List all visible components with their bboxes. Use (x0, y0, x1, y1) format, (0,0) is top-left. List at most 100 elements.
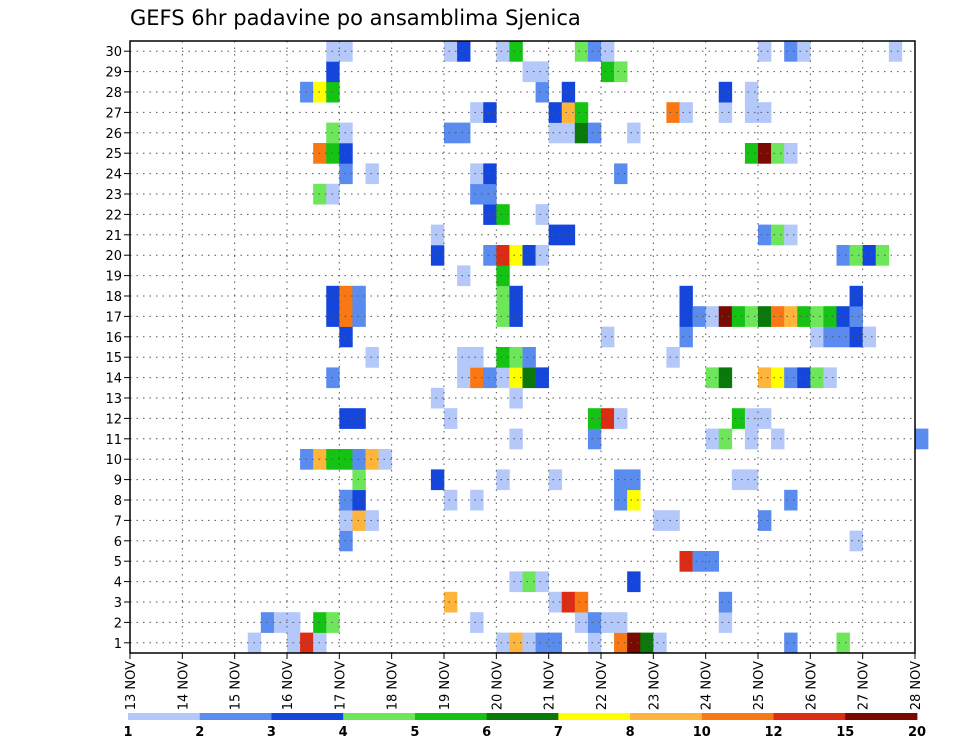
y-tick-label: 23 (105, 188, 122, 203)
x-tick-label: 15 NOV (229, 661, 244, 710)
heatmap-cell (457, 122, 471, 144)
x-tick-label: 16 NOV (281, 661, 296, 710)
y-tick-label: 1 (114, 637, 122, 652)
colorbar-segment (199, 713, 272, 720)
heatmap-cell (352, 285, 366, 307)
heatmap-cell (758, 102, 772, 123)
heatmap-cell (784, 632, 798, 654)
heatmap-cell (561, 122, 576, 144)
colorbar-segment (486, 713, 559, 720)
heatmap-cell (352, 510, 366, 531)
x-tick-label: 20 NOV (490, 661, 505, 710)
heatmap-cell (378, 449, 392, 470)
heatmap-cell (522, 61, 536, 83)
colorbar-segment (128, 713, 201, 720)
heatmap-cell (587, 41, 602, 62)
heatmap-cell (457, 41, 471, 62)
heatmap-cell (862, 245, 877, 266)
heatmap-cell (444, 489, 458, 511)
heatmap-cell (522, 632, 536, 654)
heatmap-cell (339, 163, 353, 185)
heatmap-cell (496, 265, 510, 287)
heatmap-cell (339, 122, 353, 144)
heatmap-cell (587, 122, 602, 144)
y-tick-label: 7 (114, 514, 122, 529)
y-tick-label: 17 (105, 310, 122, 325)
heatmap-cell (849, 245, 863, 266)
heatmap-cell (352, 469, 366, 491)
heatmap-cell (339, 489, 353, 511)
y-tick-label: 29 (105, 66, 122, 81)
x-tick-label: 28 NOV (909, 661, 924, 710)
heatmap-cell (352, 489, 366, 511)
heatmap-cell (849, 530, 863, 552)
heatmap-cell (522, 245, 536, 266)
y-tick-label: 6 (114, 535, 122, 550)
heatmap-cell (339, 530, 353, 552)
heatmap-cell (496, 632, 510, 654)
x-tick-label: 21 NOV (543, 661, 558, 710)
heatmap-cell (522, 347, 536, 368)
colorbar-label: 3 (267, 725, 276, 740)
colorbar-label: 15 (836, 725, 854, 740)
heatmap-cell (614, 163, 628, 185)
heatmap-cell (744, 469, 759, 491)
x-tick-label: 23 NOV (647, 661, 662, 710)
heatmap-cell (444, 591, 458, 613)
heatmap-cell (352, 306, 366, 327)
heatmap-cell (862, 326, 877, 348)
heatmap-cell (535, 61, 549, 83)
y-tick-label: 25 (105, 147, 122, 162)
colorbar-segment (271, 713, 344, 720)
heatmap-cell (352, 449, 366, 470)
heatmap-cell (653, 632, 667, 654)
colorbar-segment (773, 713, 846, 720)
heatmap-cell (614, 489, 628, 511)
heatmap-cell (548, 224, 563, 246)
heatmap-cell (339, 41, 353, 62)
x-tick-label: 17 NOV (333, 661, 348, 710)
y-tick-label: 30 (105, 45, 122, 60)
heatmap-cell (849, 306, 863, 327)
heatmap-cell (365, 510, 379, 531)
heatmap-cell (509, 285, 523, 307)
heatmap-cell (352, 408, 366, 429)
y-tick-label: 15 (105, 351, 122, 366)
heatmap-cell (705, 428, 720, 450)
heatmap-cell (548, 102, 563, 123)
heatmap-cell (444, 41, 458, 62)
heatmap-cell (784, 306, 798, 327)
heatmap-cell (535, 245, 549, 266)
heatmap-cell (888, 41, 903, 62)
y-tick-label: 26 (105, 127, 122, 142)
heatmap-cell (587, 612, 602, 633)
y-axis: 1234567891011121314151617181920212223242… (105, 45, 130, 652)
heatmap-cell (718, 306, 733, 327)
heatmap-cell (483, 102, 497, 123)
heatmap-cell (718, 591, 733, 613)
heatmap-cell (535, 632, 549, 654)
heatmap-cell (601, 41, 615, 62)
colorbar-label: 8 (626, 725, 635, 740)
heatmap-cell (731, 408, 746, 429)
heatmap-cell (574, 102, 589, 123)
heatmap-cell (496, 367, 510, 389)
heatmap-cell (784, 41, 798, 62)
heatmap-cell (509, 571, 523, 593)
heatmap-cell (705, 551, 720, 572)
colorbar-segment (343, 713, 416, 720)
heatmap-cell (457, 347, 471, 368)
colorbar-segment (630, 713, 703, 720)
heatmap-cell (535, 367, 549, 389)
heatmap-cell (574, 591, 589, 613)
heatmap-cell (823, 306, 837, 327)
heatmap-cell (470, 347, 484, 368)
heatmap-cell (758, 41, 772, 62)
heatmap-cell (470, 489, 484, 511)
heatmap-cell (444, 122, 458, 144)
heatmap-cell (509, 387, 523, 409)
y-tick-label: 12 (105, 412, 122, 427)
heatmap-cell (666, 102, 680, 123)
heatmap-cell (679, 102, 693, 123)
heatmap-cell (771, 367, 785, 389)
